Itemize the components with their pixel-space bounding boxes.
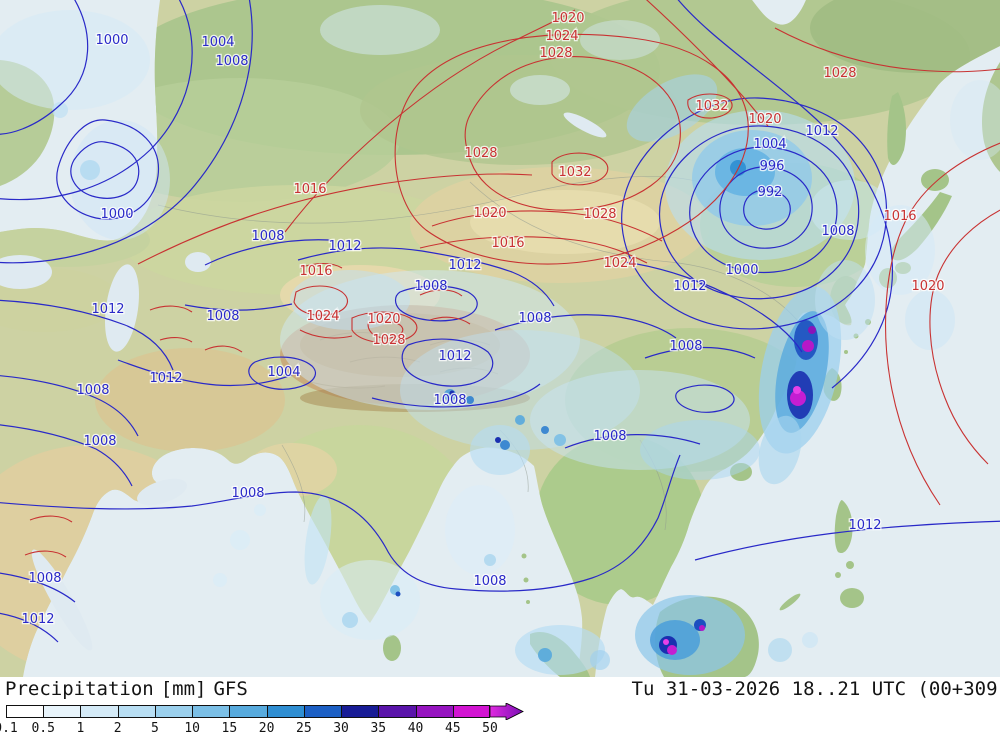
isobar-label: 1012 xyxy=(91,302,124,317)
isobar-label: 992 xyxy=(758,185,783,200)
legend-tick: 5 xyxy=(151,721,159,736)
legend-tick: 20 xyxy=(259,721,275,736)
weather-map-svg: 1000100410081000100810121012100810121008… xyxy=(0,0,1000,677)
isobar-label: 1028 xyxy=(464,146,497,161)
valid-datetime: Tu 31-03-2026 18..21 UTC (00+309) xyxy=(632,678,1000,700)
unit-label: [mm] xyxy=(161,678,207,700)
isobar-label: 1004 xyxy=(267,365,300,380)
isobar-label: 1008 xyxy=(231,486,264,501)
isobar-label: 1008 xyxy=(251,229,284,244)
isobar-label: 1008 xyxy=(28,571,61,586)
isobar-label: 1028 xyxy=(823,66,856,81)
isobar-label: 1012 xyxy=(805,124,838,139)
mindanao xyxy=(840,588,864,608)
isobar-label: 1016 xyxy=(883,209,916,224)
legend-tick: 45 xyxy=(445,721,461,736)
isobar-label: 1000 xyxy=(100,207,133,222)
isobar-label: 1012 xyxy=(438,349,471,364)
legend-tick: 0.1 xyxy=(0,721,18,736)
isobar-label: 1008 xyxy=(593,429,626,444)
isobar-label: 1008 xyxy=(821,224,854,239)
isobar-label: 1008 xyxy=(83,434,116,449)
caption-bar: Precipitation [mm] GFS Tu 31-03-2026 18..2… xyxy=(0,677,1000,733)
isobar-label: 1012 xyxy=(149,371,182,386)
legend-tick: 35 xyxy=(370,721,386,736)
isobar-label: 1032 xyxy=(558,165,591,180)
aral-sea xyxy=(185,252,211,272)
legend-tick: 25 xyxy=(296,721,312,736)
legend-tick: 0.5 xyxy=(31,721,54,736)
isobar-label: 1012 xyxy=(328,239,361,254)
isobar-label: 1000 xyxy=(725,263,758,278)
isobar-label: 1008 xyxy=(206,309,239,324)
isobar-label: 1008 xyxy=(215,54,248,69)
isobar-label: 1000 xyxy=(95,33,128,48)
isobar-label: 1012 xyxy=(21,612,54,627)
legend-tick: 15 xyxy=(222,721,238,736)
isobar-label: 1020 xyxy=(911,279,944,294)
isobar-label: 1008 xyxy=(433,393,466,408)
isobar-label: 1008 xyxy=(669,339,702,354)
isobar-label: 1012 xyxy=(673,279,706,294)
isobar-label: 1012 xyxy=(448,258,481,273)
product-label: Precipitation xyxy=(5,678,154,700)
isobar-label: 1012 xyxy=(848,518,881,533)
isobar-label: 1024 xyxy=(545,29,578,44)
legend-tick: 2 xyxy=(114,721,122,736)
isobar-label: 1004 xyxy=(753,137,786,152)
isobar-label: 1024 xyxy=(306,309,339,324)
legend-tick: 1 xyxy=(77,721,85,736)
isobar-label: 1032 xyxy=(695,99,728,114)
isobar-label: 1020 xyxy=(473,206,506,221)
legend-tick: 10 xyxy=(184,721,200,736)
isobar-label: 1020 xyxy=(748,112,781,127)
isobar-label: 1024 xyxy=(603,256,636,271)
isobar-label: 1020 xyxy=(551,11,584,26)
map-title: Precipitation [mm] GFS xyxy=(5,678,255,700)
isobar-label: 1004 xyxy=(201,35,234,50)
legend-tick: 30 xyxy=(333,721,349,736)
isobar-label: 1016 xyxy=(491,236,524,251)
isobar-label: 1028 xyxy=(372,333,405,348)
isobar-label: 1016 xyxy=(299,264,332,279)
sri-lanka xyxy=(383,635,401,661)
isobar-label: 1008 xyxy=(414,279,447,294)
model-label: GFS xyxy=(213,678,247,700)
hokkaido xyxy=(921,169,949,191)
legend-tick: 40 xyxy=(408,721,424,736)
isobar-label: 1008 xyxy=(518,311,551,326)
isobar-label: 1028 xyxy=(539,46,572,61)
isobar-label: 1008 xyxy=(76,383,109,398)
legend-tick: 50 xyxy=(482,721,498,736)
isobar-label: 996 xyxy=(760,159,785,174)
isobar-label: 1028 xyxy=(583,207,616,222)
isobar-label: 1008 xyxy=(473,574,506,589)
isobar-label: 1016 xyxy=(293,182,326,197)
isobar-label: 1020 xyxy=(367,312,400,327)
